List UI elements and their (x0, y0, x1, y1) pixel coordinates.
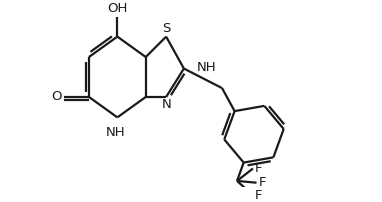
Text: S: S (162, 22, 170, 35)
Text: N: N (162, 98, 172, 111)
Text: OH: OH (107, 2, 128, 15)
Text: O: O (51, 90, 62, 103)
Text: F: F (255, 189, 262, 202)
Text: NH: NH (196, 61, 216, 74)
Text: NH: NH (106, 126, 125, 139)
Text: F: F (255, 162, 262, 175)
Text: F: F (258, 176, 266, 189)
